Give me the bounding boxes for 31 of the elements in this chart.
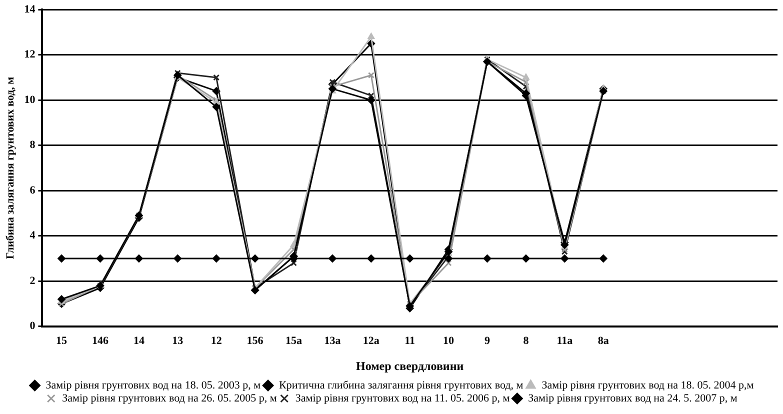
- legend-label: Замір рівня грунтових вод на 11. 05. 2006 р, м: [295, 392, 510, 404]
- x-tick-label: 146: [92, 334, 109, 347]
- y-tick-label: 12: [24, 48, 36, 61]
- y-tick-label: 14: [24, 3, 36, 16]
- y-tick-label: 2: [30, 274, 36, 287]
- x-tick-label: 14: [133, 334, 145, 347]
- x-tick-label: 12: [210, 334, 222, 347]
- x-tick-label: 11: [404, 334, 416, 347]
- legend-label: Замір рівня грунтових вод на 18. 05. 2003 р, м: [46, 379, 261, 392]
- legend-label: Замір рівня грунтових вод на 26. 05. 2005 р, м: [62, 392, 277, 404]
- x-tick-label: 13а: [324, 334, 342, 347]
- x-axis-title: Номер свердловини: [356, 358, 464, 373]
- x-tick-label: 15а: [286, 334, 302, 347]
- y-tick-label: 0: [30, 320, 36, 332]
- x-tick-label: 9: [484, 334, 490, 347]
- y-tick-label: 6: [30, 184, 36, 196]
- x-tick-label: 8а: [598, 334, 610, 347]
- x-tick-label: 156: [246, 334, 264, 347]
- legend-label: Замір рівня грунтових вод на 24. 5. 2007 р, м: [528, 392, 738, 404]
- y-axis-title: Глибина залягання грунтових вод, м: [4, 76, 16, 260]
- x-tick-label: 13: [172, 334, 184, 347]
- x-tick-label: 8: [523, 334, 530, 347]
- legend-label: Замір рівня грунтових вод на 18. 05. 2004 р,м: [542, 379, 754, 392]
- y-tick-label: 8: [30, 139, 36, 152]
- x-tick-label: 11а: [556, 334, 574, 347]
- legend-label: Критична глибина залягання рівня грунтових вод, м: [279, 379, 524, 392]
- y-tick-label: 10: [24, 94, 36, 106]
- x-tick-label: 10: [443, 334, 455, 347]
- y-tick-label: 4: [30, 230, 36, 242]
- x-tick-label: 12а: [362, 334, 380, 347]
- x-tick-label: 15: [56, 334, 68, 347]
